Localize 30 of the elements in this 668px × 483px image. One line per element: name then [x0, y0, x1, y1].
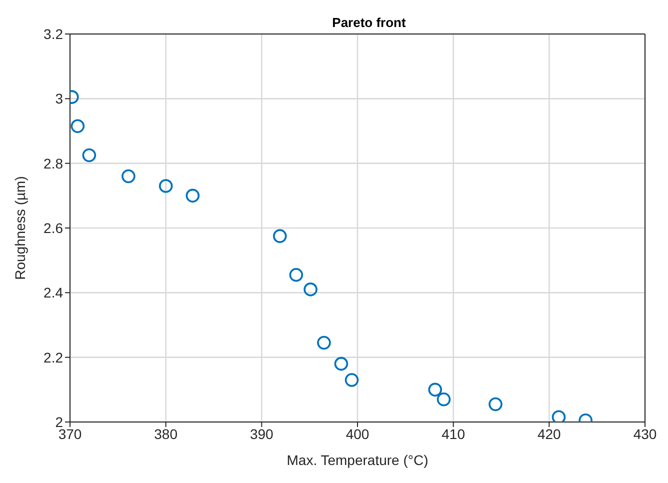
point	[428, 382, 442, 397]
point	[488, 397, 502, 412]
y-tick-label: 3.2	[44, 26, 64, 42]
y-tick-label: 2.4	[44, 284, 64, 301]
point	[334, 356, 348, 371]
x-tick-label: 430	[633, 426, 657, 442]
x-tick-label: 380	[154, 426, 178, 442]
point	[186, 188, 200, 203]
y-tick-label: 3	[55, 90, 64, 107]
y-tick-label: 2.2	[44, 349, 64, 366]
x-axis-title: Max. Temperature (°C)	[286, 452, 428, 468]
point	[304, 282, 318, 296]
x-tick-label: 390	[250, 426, 274, 442]
x-tick-label: 410	[442, 426, 466, 442]
point	[158, 179, 173, 193]
point	[344, 373, 359, 387]
y-tick-label: 2.6	[44, 220, 64, 236]
point	[70, 119, 85, 134]
point	[122, 169, 136, 184]
point	[289, 268, 304, 282]
point	[552, 410, 566, 422]
point	[82, 148, 96, 162]
chart-title: Pareto front	[331, 15, 407, 30]
point	[436, 392, 451, 406]
point	[317, 336, 331, 350]
point	[272, 229, 287, 243]
y-axis-title: Roughness (µm)	[12, 176, 28, 280]
x-tick-label: 400	[346, 426, 370, 442]
x-tick-label: 420	[537, 426, 562, 442]
y-tick-label: 2.8	[44, 155, 64, 172]
